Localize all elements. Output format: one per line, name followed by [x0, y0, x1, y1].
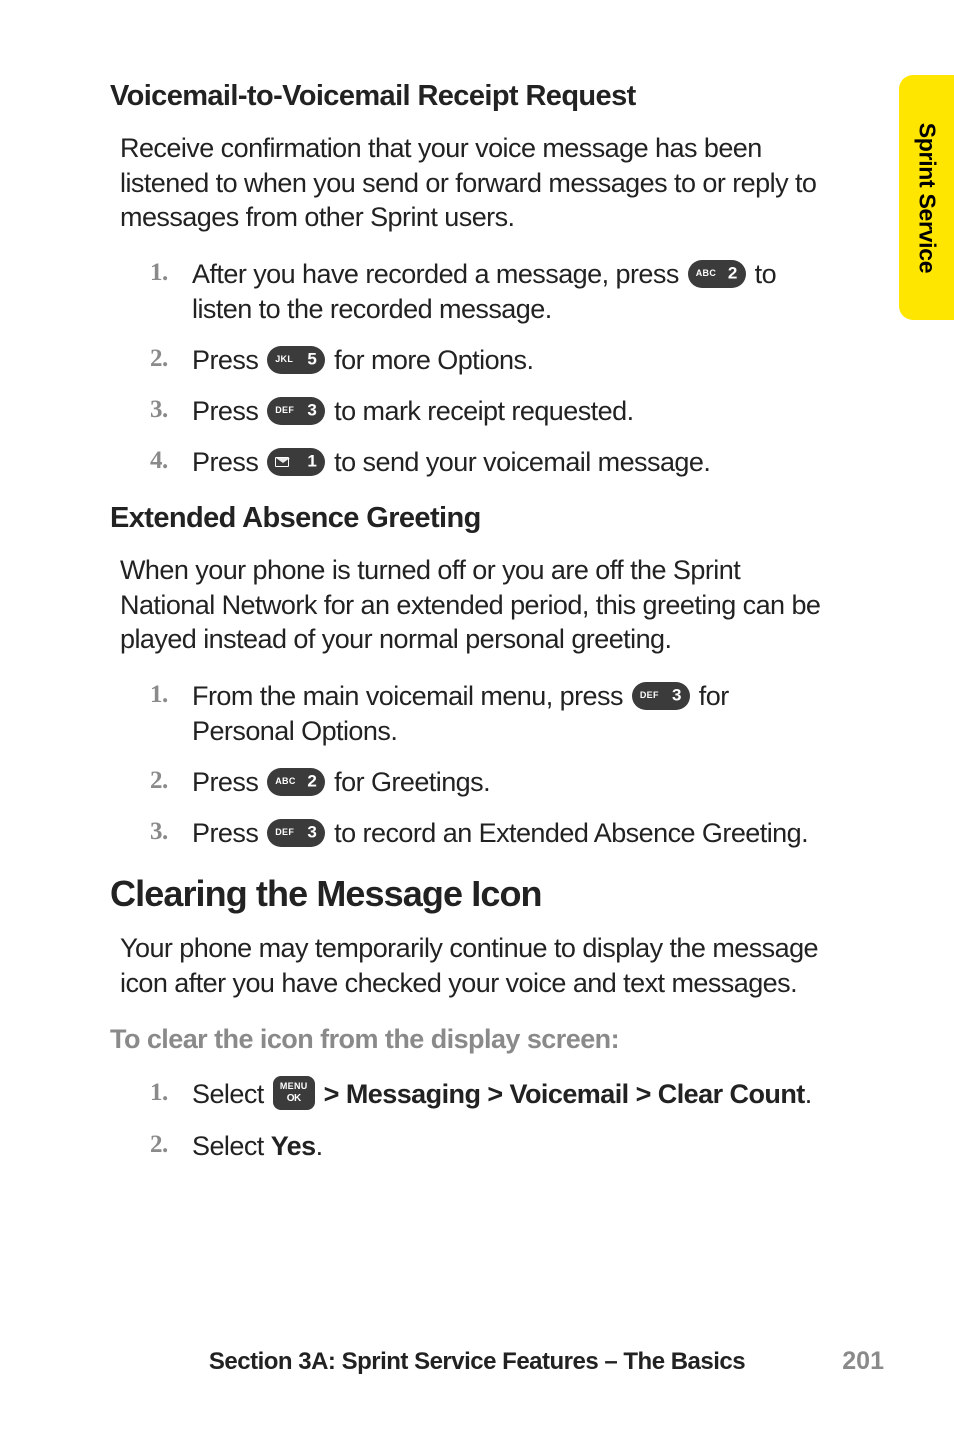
step-number: 4. [150, 445, 168, 478]
step-text-pre: Select [192, 1131, 271, 1161]
intro-receipt-request: Receive confirmation that your voice mes… [120, 131, 830, 235]
envelope-icon [275, 457, 289, 467]
step-text-post: for Greetings. [327, 767, 490, 797]
step-number: 1. [150, 1077, 168, 1110]
step-text-bold: Yes [271, 1131, 316, 1161]
list-item: 2. Press ABC 2 for Greetings. [150, 765, 830, 800]
step-text-bold: > Messaging > Voicemail > Clear Count [317, 1079, 805, 1109]
step-text-pre: Press [192, 818, 265, 848]
step-text-pre: After you have recorded a message, press [192, 259, 686, 289]
step-number: 1. [150, 257, 168, 290]
list-item: 4. Press 1 to send your voicemail messag… [150, 445, 830, 480]
step-text-post: to send your voicemail message. [327, 447, 710, 477]
list-item: 2. Press JKL 5 for more Options. [150, 343, 830, 378]
step-number: 3. [150, 394, 168, 427]
intro-clearing-icon: Your phone may temporarily continue to d… [120, 931, 830, 1000]
subhead-clear-icon: To clear the icon from the display scree… [110, 1022, 830, 1057]
key-sup: JKL [275, 354, 293, 366]
step-text-pre: Press [192, 345, 265, 375]
list-item: 3. Press DEF 3 to record an Extended Abse… [150, 816, 830, 851]
key-main: 2 [728, 262, 737, 284]
key-def3-icon: DEF 3 [632, 682, 690, 710]
list-item: 2. Select Yes. [150, 1129, 830, 1164]
step-text-post: to record an Extended Absence Greeting. [327, 818, 808, 848]
key-def3-icon: DEF 3 [267, 819, 325, 847]
key-main: 2 [307, 770, 316, 792]
heading-extended-absence: Extended Absence Greeting [110, 502, 830, 535]
step-number: 3. [150, 816, 168, 849]
step-text-post: to mark receipt requested. [327, 396, 633, 426]
side-tab: Sprint Service [899, 75, 954, 320]
page-number: 201 [842, 1347, 884, 1376]
step-text-pre: Press [192, 447, 265, 477]
step-text-post: . [805, 1079, 812, 1109]
key-mail1-icon: 1 [267, 448, 325, 476]
step-number: 1. [150, 679, 168, 712]
key-menu-top: MENU [280, 1081, 308, 1093]
key-main: 3 [307, 821, 316, 843]
key-menu-bot: OK [287, 1092, 301, 1105]
key-jkl5-icon: JKL 5 [267, 346, 325, 374]
page-footer: Section 3A: Sprint Service Features – Th… [0, 1348, 954, 1376]
key-sup: ABC [696, 268, 716, 280]
key-def3-icon: DEF 3 [267, 397, 325, 425]
key-abc2-icon: ABC 2 [688, 260, 746, 288]
step-text-post: . [316, 1131, 323, 1161]
key-sup: DEF [640, 690, 659, 702]
list-item: 1. After you have recorded a message, pr… [150, 257, 830, 327]
step-text-pre: Press [192, 396, 265, 426]
heading-receipt-request: Voicemail-to-Voicemail Receipt Request [110, 80, 830, 113]
step-number: 2. [150, 343, 168, 376]
steps-receipt-request: 1. After you have recorded a message, pr… [150, 257, 830, 480]
key-main: 3 [672, 684, 681, 706]
key-sup: DEF [275, 405, 294, 417]
side-tab-label: Sprint Service [913, 122, 940, 272]
key-menu-ok-icon: MENUOK [273, 1076, 315, 1110]
key-main: 3 [307, 399, 316, 421]
list-item: 1. Select MENUOK > Messaging > Voicemail… [150, 1077, 830, 1113]
step-number: 2. [150, 765, 168, 798]
step-text-pre: From the main voicemail menu, press [192, 681, 630, 711]
step-text-pre: Select [192, 1079, 271, 1109]
step-text-post: for more Options. [327, 345, 533, 375]
intro-extended-absence: When your phone is turned off or you are… [120, 553, 830, 657]
steps-clearing-icon: 1. Select MENUOK > Messaging > Voicemail… [150, 1077, 830, 1164]
key-abc2-icon: ABC 2 [267, 768, 325, 796]
list-item: 1. From the main voicemail menu, press D… [150, 679, 830, 749]
key-sup: DEF [275, 827, 294, 839]
steps-extended-absence: 1. From the main voicemail menu, press D… [150, 679, 830, 851]
key-sup: ABC [275, 776, 295, 788]
footer-text: Section 3A: Sprint Service Features – Th… [209, 1348, 745, 1375]
key-main: 1 [307, 450, 316, 472]
key-main: 5 [307, 348, 316, 370]
heading-clearing-icon: Clearing the Message Icon [110, 873, 830, 915]
step-text-pre: Press [192, 767, 265, 797]
step-number: 2. [150, 1129, 168, 1162]
page-content: Voicemail-to-Voicemail Receipt Request R… [110, 80, 830, 1186]
list-item: 3. Press DEF 3 to mark receipt requested. [150, 394, 830, 429]
